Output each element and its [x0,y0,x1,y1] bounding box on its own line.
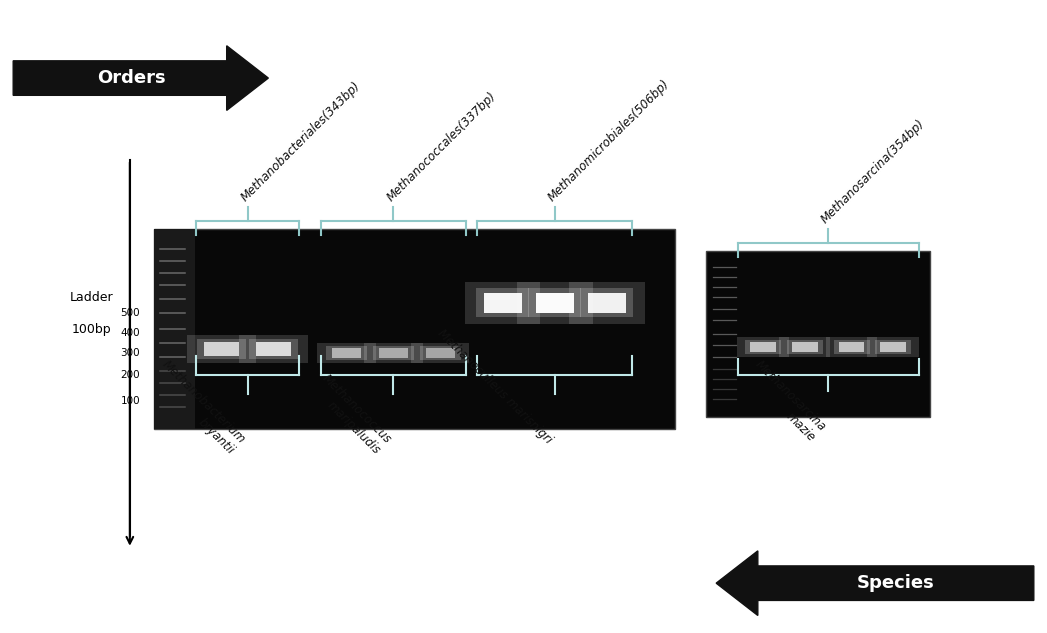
Bar [373,346,414,360]
Polygon shape [14,46,268,110]
Text: Methanococcus
maripaludis: Methanococcus maripaludis [309,372,394,457]
Bar [750,342,776,352]
Bar [779,337,830,358]
Bar [792,342,818,352]
Bar [198,339,246,359]
Text: Methanosarcina(354bp): Methanosarcina(354bp) [819,117,928,226]
Text: 100: 100 [120,396,140,406]
Text: 500: 500 [120,308,140,318]
Bar [465,282,540,323]
Bar [484,292,521,313]
Bar [249,339,297,359]
Bar [154,229,674,429]
Bar [379,348,408,358]
Bar [569,282,645,323]
Bar [204,342,239,356]
Text: Species: Species [856,574,935,592]
Bar [187,335,255,363]
Bar [332,348,361,358]
Text: Methanosarcina
mazie: Methanosarcina mazie [741,358,828,444]
Bar [580,289,633,317]
Bar [536,292,574,313]
Text: Ladder: Ladder [69,291,113,304]
Bar [786,340,823,354]
Bar [867,337,919,358]
Text: Methanobacterium
bryantii: Methanobacterium bryantii [149,358,247,457]
Bar [317,344,376,363]
Bar [364,344,423,363]
Text: 400: 400 [120,328,140,338]
Bar [476,289,529,317]
Text: Methanococcales(337bp): Methanococcales(337bp) [384,90,498,204]
Bar [420,346,461,360]
Bar [257,342,291,356]
Bar [826,337,877,358]
Bar [529,289,581,317]
Bar [745,340,781,354]
Polygon shape [716,551,1033,615]
Text: 200: 200 [120,370,140,380]
Bar [517,282,593,323]
Text: Methanoculleus marisnigri: Methanoculleus marisnigri [436,327,555,446]
Bar [411,344,469,363]
Text: 100bp: 100bp [71,323,111,335]
Bar [154,229,196,429]
Text: Methanobacteriales(343bp): Methanobacteriales(343bp) [239,80,363,204]
Bar [239,335,308,363]
Bar [425,348,454,358]
Bar [706,251,930,417]
Bar [875,340,911,354]
Text: Methanomicrobiales(506bp): Methanomicrobiales(506bp) [545,77,672,204]
Bar [881,342,906,352]
Text: 300: 300 [120,348,140,358]
Bar [588,292,626,313]
Bar [833,340,870,354]
Bar [839,342,865,352]
Bar [737,337,788,358]
Bar [326,346,366,360]
Text: Orders: Orders [97,69,166,87]
